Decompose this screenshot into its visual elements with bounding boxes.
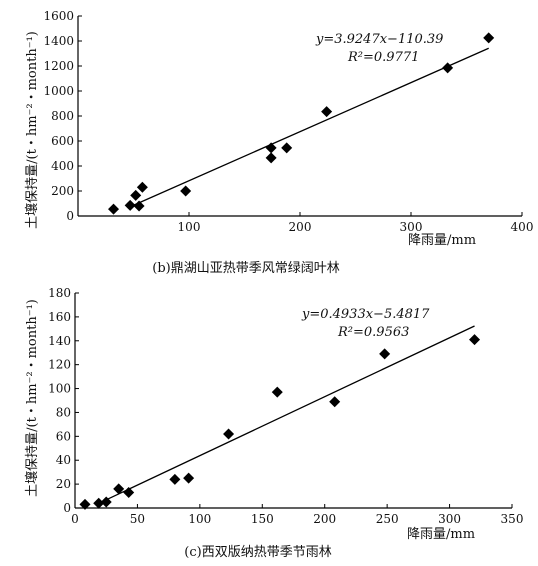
- r-squared: R²=0.9771: [347, 50, 419, 65]
- r-squared: R²=0.9563: [337, 325, 409, 340]
- x-tick-label: 300: [438, 512, 461, 526]
- data-point: [483, 32, 495, 44]
- data-point: [223, 428, 235, 440]
- y-tick-label: 1000: [43, 84, 74, 98]
- fit-equation: y=3.9247x−110.39: [315, 32, 443, 47]
- y-tick-label: 200: [51, 184, 74, 198]
- x-tick-label: 200: [313, 512, 336, 526]
- data-point: [93, 497, 105, 509]
- y-tick-label: 40: [56, 453, 71, 467]
- data-point: [442, 62, 454, 74]
- panel-caption: (c)西双版纳热带季节雨林: [184, 545, 331, 560]
- x-axis-label: 降雨量/mm: [407, 527, 475, 542]
- y-tick-label: 80: [56, 405, 71, 419]
- y-tick-label: 0: [63, 501, 71, 515]
- x-tick-label: 50: [130, 512, 145, 526]
- y-tick-label: 800: [51, 109, 74, 123]
- data-point: [183, 472, 195, 484]
- data-point: [133, 200, 145, 212]
- x-tick-label: 250: [376, 512, 399, 526]
- x-tick-label: 300: [400, 220, 423, 234]
- data-point: [329, 396, 341, 408]
- data-point: [281, 142, 293, 154]
- trend-line: [105, 325, 475, 501]
- y-tick-label: 1600: [43, 9, 74, 23]
- y-axis-label: 土壤保持量/(t・hm⁻²・month⁻¹): [24, 31, 40, 229]
- x-tick-label: 0: [71, 512, 79, 526]
- y-tick-label: 0: [66, 209, 74, 223]
- data-point: [113, 483, 125, 495]
- y-axis-label: 土壤保持量/(t・hm⁻²・month⁻¹): [24, 299, 40, 497]
- data-point: [321, 106, 333, 118]
- y-tick-label: 160: [48, 310, 71, 324]
- x-tick-label: 200: [289, 220, 312, 234]
- y-tick-label: 180: [48, 286, 71, 300]
- data-point: [79, 498, 91, 510]
- trend-line: [132, 47, 489, 207]
- data-point: [169, 473, 181, 485]
- panel-b: 土壤保持量/(t・hm⁻²・month⁻¹) 降雨量/mm y=3.9247x−…: [24, 9, 533, 276]
- data-point: [136, 181, 148, 193]
- data-point: [100, 496, 112, 508]
- data-point: [108, 203, 120, 215]
- y-tick-label: 120: [48, 358, 71, 372]
- y-tick-label: 100: [48, 382, 71, 396]
- y-tick-label: 1400: [43, 34, 74, 48]
- data-point: [265, 142, 277, 154]
- x-tick-label: 100: [188, 512, 211, 526]
- data-point: [379, 348, 391, 360]
- y-tick-label: 1200: [43, 59, 74, 73]
- data-point: [130, 189, 142, 201]
- fit-equation: y=0.4933x−5.4817: [301, 307, 430, 322]
- y-tick-label: 600: [51, 134, 74, 148]
- data-point: [180, 185, 192, 197]
- data-point: [265, 152, 277, 164]
- x-tick-label: 100: [178, 220, 201, 234]
- data-point: [123, 486, 135, 498]
- x-axis-label: 降雨量/mm: [408, 233, 476, 248]
- panel-c: 土壤保持量/(t・hm⁻²・month⁻¹) 降雨量/mm y=0.4933x−…: [24, 286, 523, 560]
- x-tick-label: 400: [511, 220, 534, 234]
- y-tick-label: 20: [56, 477, 71, 491]
- data-point: [271, 386, 283, 398]
- panel-caption: (b)鼎湖山亚热带季风常绿阔叶林: [152, 261, 339, 276]
- y-tick-label: 60: [56, 429, 71, 443]
- y-tick-label: 400: [51, 159, 74, 173]
- data-point: [124, 199, 136, 211]
- data-point: [469, 334, 481, 346]
- y-tick-label: 140: [48, 334, 71, 348]
- x-tick-label: 350: [501, 512, 524, 526]
- x-tick-label: 150: [251, 512, 274, 526]
